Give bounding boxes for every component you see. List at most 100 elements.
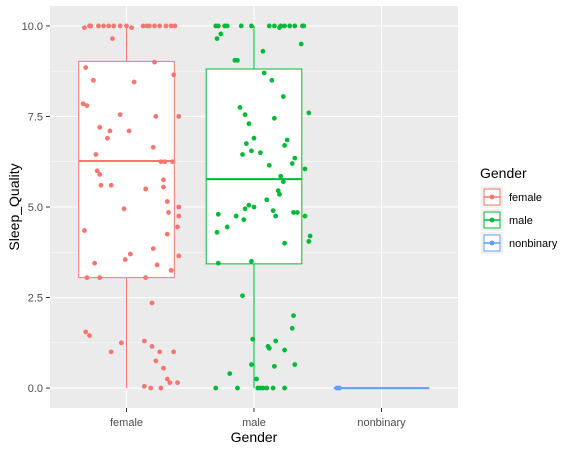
data-point-female [97, 172, 103, 177]
data-point-female [121, 206, 127, 212]
data-point-male [254, 376, 259, 382]
data-point-female [124, 23, 129, 29]
data-point-male [302, 166, 308, 172]
data-point-male [270, 208, 276, 214]
data-point-male [266, 23, 272, 29]
data-point-female [154, 262, 160, 268]
data-point-male [298, 41, 304, 47]
data-point-male [277, 25, 282, 31]
data-point-female [82, 228, 87, 233]
y-tick-label: 10.0 [22, 21, 43, 33]
legend: Gender female male nonbinary [480, 165, 558, 254]
data-point-male [282, 143, 287, 148]
data-point-female [143, 275, 149, 281]
data-point-male [243, 141, 249, 147]
legend-point-icon [489, 194, 495, 200]
data-point-male [214, 36, 220, 41]
data-point-female [140, 23, 146, 29]
box-female [78, 25, 175, 389]
data-point-male [249, 258, 254, 264]
data-point-male [282, 240, 287, 246]
data-point-female [150, 144, 156, 150]
data-point-female [164, 376, 170, 382]
y-axis-ticks: 0.0 2.5 5.0 7.5 10.0 [22, 21, 50, 395]
legend-label: female [509, 192, 542, 204]
data-point-male [284, 137, 290, 143]
data-point-female [84, 275, 90, 281]
data-point-male [301, 23, 307, 29]
data-point-female [117, 112, 123, 118]
data-point-female [162, 159, 168, 165]
data-point-male [257, 150, 263, 156]
data-point-male [292, 362, 298, 367]
y-tick-label: 7.5 [28, 111, 43, 123]
data-point-male [289, 325, 295, 331]
data-point-male [264, 385, 270, 391]
data-point-female [167, 380, 173, 386]
data-point-male [277, 191, 282, 197]
x-tick-label: female [110, 417, 143, 429]
data-point-female [161, 365, 166, 371]
data-point-male [272, 363, 277, 369]
data-point-female [107, 128, 113, 134]
data-point-female [150, 246, 156, 252]
data-point-male [270, 385, 276, 391]
data-point-male [246, 121, 252, 127]
data-point-female [164, 231, 170, 237]
data-point-male [280, 94, 286, 99]
legend-item-male: male [481, 209, 533, 231]
data-point-female [171, 72, 177, 78]
data-point-male [241, 217, 247, 223]
data-point-female [176, 213, 182, 219]
boxplots [78, 25, 430, 390]
data-point-male [261, 70, 267, 76]
box-iqr [78, 60, 175, 279]
data-point-male [291, 210, 296, 215]
data-point-male [227, 371, 233, 376]
data-point-male [280, 179, 286, 185]
data-point-female [176, 114, 182, 119]
data-point-female [104, 135, 110, 141]
data-point-male [240, 293, 245, 299]
data-point-female [108, 349, 114, 355]
data-point-male [307, 233, 313, 239]
data-point-male [282, 385, 287, 391]
data-point-female [83, 329, 89, 335]
data-point-female [143, 186, 149, 192]
data-point-female [110, 36, 115, 41]
data-point-male [282, 347, 287, 353]
data-point-male [306, 110, 312, 116]
data-point-female [106, 23, 112, 29]
data-point-female [157, 349, 163, 355]
data-point-male [215, 211, 221, 217]
y-tick-label: 0.0 [28, 383, 43, 395]
data-point-female [141, 383, 147, 389]
y-tick-label: 5.0 [28, 202, 43, 214]
data-point-female [163, 23, 169, 29]
legend-point-icon [489, 217, 495, 223]
data-point-male [246, 202, 252, 208]
data-point-male [215, 260, 221, 266]
data-point-female [117, 23, 123, 29]
data-point-male [294, 210, 300, 215]
data-point-male [237, 105, 243, 110]
data-point-male [251, 204, 257, 210]
box-iqr [205, 68, 303, 265]
data-point-female [168, 23, 174, 29]
data-point-female [153, 114, 159, 119]
data-point-male [249, 23, 254, 29]
y-tick-label: 2.5 [28, 293, 43, 305]
data-point-male [233, 213, 239, 219]
data-point-female [158, 159, 164, 165]
x-axis-ticks: female male nonbinary [110, 408, 406, 429]
data-point-female [176, 204, 182, 210]
data-point-female [83, 65, 89, 70]
data-point-female [175, 380, 180, 386]
data-point-female [92, 260, 98, 266]
data-point-female [164, 199, 170, 204]
data-point-male [238, 23, 244, 29]
data-point-male [213, 385, 219, 391]
data-point-female [97, 275, 103, 281]
data-point-female [98, 182, 104, 188]
data-point-male [224, 224, 230, 230]
